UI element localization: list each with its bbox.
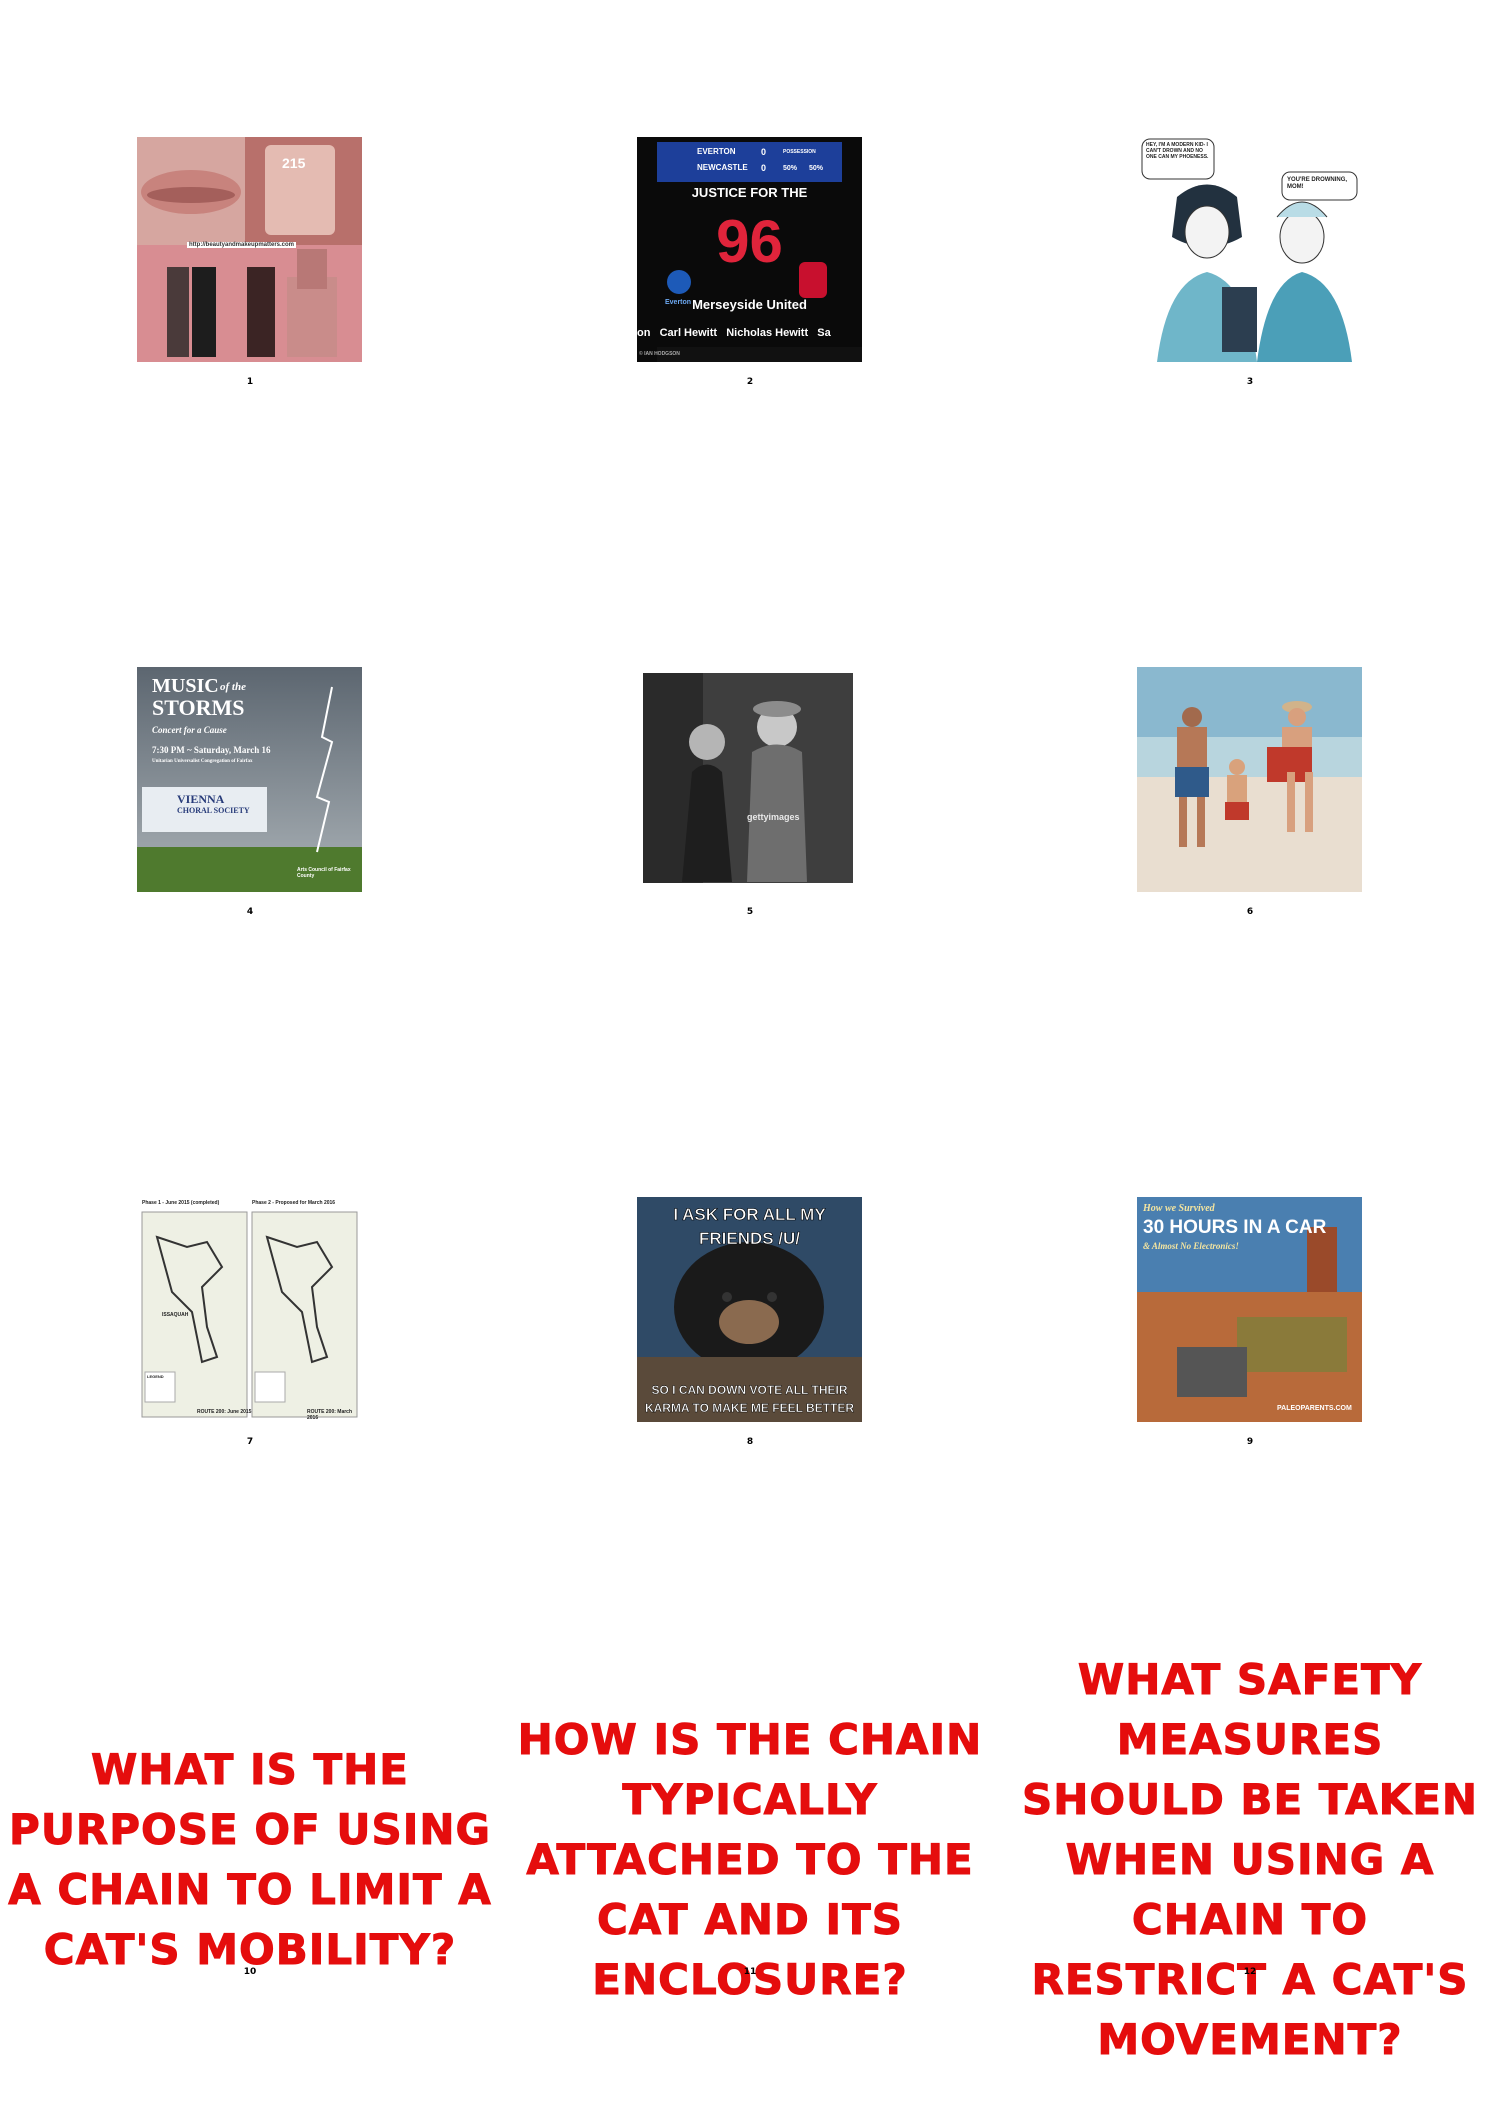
big-number: 96 [716, 208, 783, 275]
grid-cell-11: HOW IS THE CHAIN TYPICALLY ATTACHED TO T… [500, 1590, 1000, 2120]
route2-label: ROUTE 200: March 2016 [307, 1409, 353, 1421]
subtitle-text: Merseyside United [692, 297, 807, 312]
town-label: ISSAQUAH [162, 1312, 189, 1318]
vintage-photo-image: gettyimages [637, 667, 862, 892]
org-name-2: CHORAL SOCIETY [177, 806, 250, 815]
route-map-image: Phase 1 - June 2015 (completed) Phase 2 … [137, 1197, 362, 1422]
grid-cell-4: MUSIC of the STORMS Concert for a Cause … [0, 530, 500, 1060]
speech-bubble-2: YOU'RE DROWNING, MOM! [1287, 177, 1348, 190]
site-url-label: http://beautyandmakeupmatters.com [187, 242, 297, 248]
cell-number: 6 [1246, 907, 1254, 917]
poster-title-2: STORMS [152, 695, 245, 720]
cell-number: 5 [746, 907, 754, 917]
poster-title-of: of the [220, 681, 246, 693]
question-text: HOW IS THE CHAIN TYPICALLY ATTACHED TO T… [517, 1715, 983, 2005]
question-text: WHAT IS THE PURPOSE OF USING A CHAIN TO … [8, 1745, 492, 1975]
grid-cell-5: gettyimages 5 [500, 530, 1000, 1060]
site-credit: PALEOPARENTS.COM [1277, 1405, 1352, 1412]
cell-number: 1 [246, 377, 254, 387]
lipstick-collage-image: 215 http://beautyandmakeupmatters.com [137, 137, 362, 362]
legend-label: LEGEND [147, 1374, 164, 1379]
possession1-value: 50% [783, 165, 798, 172]
org-name-1: VIENNA [177, 792, 225, 806]
route1-label: ROUTE 200: June 2015 [197, 1409, 252, 1415]
bear-meme-image: I ASK FOR ALL MY FRIENDS /U/ SO I CAN DO… [637, 1197, 862, 1422]
poster-line-1: Concert for a Cause [152, 725, 227, 735]
grid-cell-3: HEY, I'M A MODERN KID- I CAN'T DROWN AND… [1000, 0, 1500, 530]
caption-main: 30 HOURS IN A CAR [1143, 1217, 1327, 1238]
grid-cell-7: Phase 1 - June 2015 (completed) Phase 2 … [0, 1060, 500, 1590]
concert-poster-image: MUSIC of the STORMS Concert for a Cause … [137, 667, 362, 892]
grid-cell-8: I ASK FOR ALL MY FRIENDS /U/ SO I CAN DO… [500, 1060, 1000, 1590]
names-strip: on Carl Hewitt Nicholas Hewitt Sa [637, 327, 831, 339]
cell-number: 12 [1243, 1967, 1257, 1977]
scoreboard-image: EVERTON NEWCASTLE 0 0 POSSESSION 50% 50%… [637, 137, 862, 362]
shade-number: 215 [282, 155, 306, 171]
headline-text: JUSTICE FOR THE [691, 185, 808, 200]
cell-number: 10 [243, 1967, 257, 1977]
meme-top-text: I ASK FOR ALL MY FRIENDS /U/ [673, 1205, 826, 1249]
meme-bottom-text: SO I CAN DOWN VOTE ALL THEIR KARMA TO MA… [644, 1383, 855, 1415]
poster-line-3: Unitarian Universalist Congregation of F… [152, 759, 253, 764]
caption-pre: How we Survived [1143, 1203, 1215, 1214]
caption-post: & Almost No Electronics! [1143, 1241, 1239, 1251]
watermark-text: gettyimages [747, 812, 800, 822]
sponsor-text: Arts Council of Fairfax County [297, 867, 351, 879]
cell-number: 7 [246, 1437, 254, 1447]
grid-cell-2: EVERTON NEWCASTLE 0 0 POSSESSION 50% 50%… [500, 0, 1000, 530]
grid-cell-1: 215 http://beautyandmakeupmatters.com 1 [0, 0, 500, 530]
score2-value: 0 [761, 163, 767, 173]
cell-number: 2 [746, 377, 754, 387]
photo-credit: © IAN HODGSON [639, 351, 680, 357]
grid-cell-12: WHAT SAFETY MEASURES SHOULD BE TAKEN WHE… [1000, 1590, 1500, 2120]
speech-bubble-1: HEY, I'M A MODERN KID- I CAN'T DROWN AND… [1146, 142, 1209, 160]
road-trip-image: How we Survived 30 HOURS IN A CAR & Almo… [1137, 1197, 1362, 1422]
club-label: Everton [665, 299, 692, 306]
team1-label: EVERTON [697, 147, 736, 156]
phase2-label: Phase 2 - Proposed for March 2016 [252, 1200, 336, 1206]
grid-cell-9: How we Survived 30 HOURS IN A CAR & Almo… [1000, 1060, 1500, 1590]
team2-label: NEWCASTLE [697, 163, 748, 172]
cell-number: 3 [1246, 377, 1254, 387]
grid-cell-6: 6 [1000, 530, 1500, 1060]
poster-title-1: MUSIC [152, 675, 219, 697]
cell-number: 11 [743, 1967, 757, 1977]
cell-number: 9 [1246, 1437, 1254, 1447]
grid-cell-10: WHAT IS THE PURPOSE OF USING A CHAIN TO … [0, 1590, 500, 2120]
possession-label: POSSESSION [783, 149, 816, 155]
phase1-label: Phase 1 - June 2015 (completed) [142, 1200, 220, 1206]
cell-number: 8 [746, 1437, 754, 1447]
possession2-value: 50% [809, 165, 824, 172]
question-text: WHAT SAFETY MEASURES SHOULD BE TAKEN WHE… [1021, 1655, 1479, 2065]
beach-photo-image [1137, 667, 1362, 892]
cell-number: 4 [246, 907, 254, 917]
poster-line-2: 7:30 PM ~ Saturday, March 16 [152, 745, 271, 755]
comic-image: HEY, I'M A MODERN KID- I CAN'T DROWN AND… [1137, 137, 1362, 362]
score1-value: 0 [761, 147, 767, 157]
